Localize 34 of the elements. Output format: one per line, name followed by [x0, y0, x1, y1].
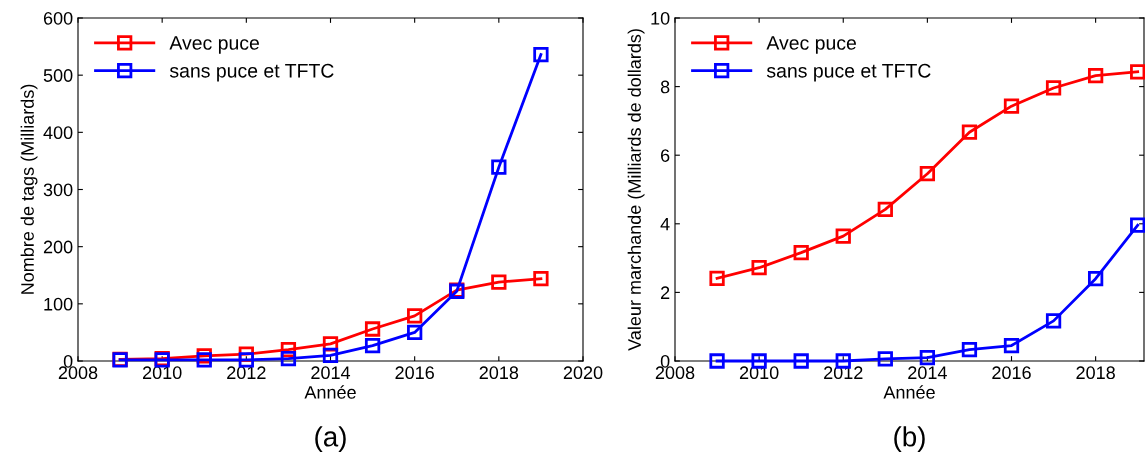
y-tick-label: 500	[43, 69, 73, 82]
x-tick-label: 2014	[311, 366, 351, 380]
x-tick-label: 2018	[479, 366, 519, 380]
x-tick-label: 2016	[992, 366, 1031, 380]
y-axis-title: Valeur marchande (Milliards de dollards)	[627, 29, 645, 351]
y-tick-label: 4	[660, 217, 670, 231]
y-tick-label: 600	[43, 11, 73, 25]
y-tick-label: 100	[44, 297, 73, 311]
y-tick-label: 300	[43, 183, 73, 197]
y-tick-label: 200	[43, 240, 73, 254]
legend-label: Avec puce	[169, 36, 259, 54]
x-axis-title: Année	[304, 385, 356, 399]
x-tick-label: 2020	[563, 366, 603, 380]
legend-label: Avec puce	[766, 36, 856, 54]
x-tick-label: 2016	[395, 366, 434, 380]
y-tick-label: 400	[43, 126, 73, 140]
x-tick-label: 2012	[227, 366, 266, 380]
legend-label: sans puce et TFTC	[766, 63, 931, 82]
y-tick-label: 0	[63, 354, 73, 368]
x-tick-label: 2014	[908, 366, 947, 380]
y-tick-label: 2	[661, 286, 670, 299]
y-tick-label: 0	[660, 354, 670, 368]
text: (a)	[315, 426, 346, 453]
y-tick-label: 10	[651, 11, 670, 25]
legend-label: sans puce et TFTC	[169, 63, 334, 82]
y-tick-label: 8	[660, 80, 670, 94]
y-axis-title: Nombre de tags (Milliards)	[20, 84, 38, 294]
y-tick-label: 6	[661, 149, 670, 162]
x-tick-label: 2008	[655, 366, 695, 380]
x-tick-label: 2010	[142, 366, 182, 380]
x-tick-label: 2018	[1076, 366, 1115, 380]
text: (b)	[894, 426, 925, 453]
x-axis-title: Année	[883, 385, 935, 399]
x-tick-label: 2008	[58, 366, 98, 380]
